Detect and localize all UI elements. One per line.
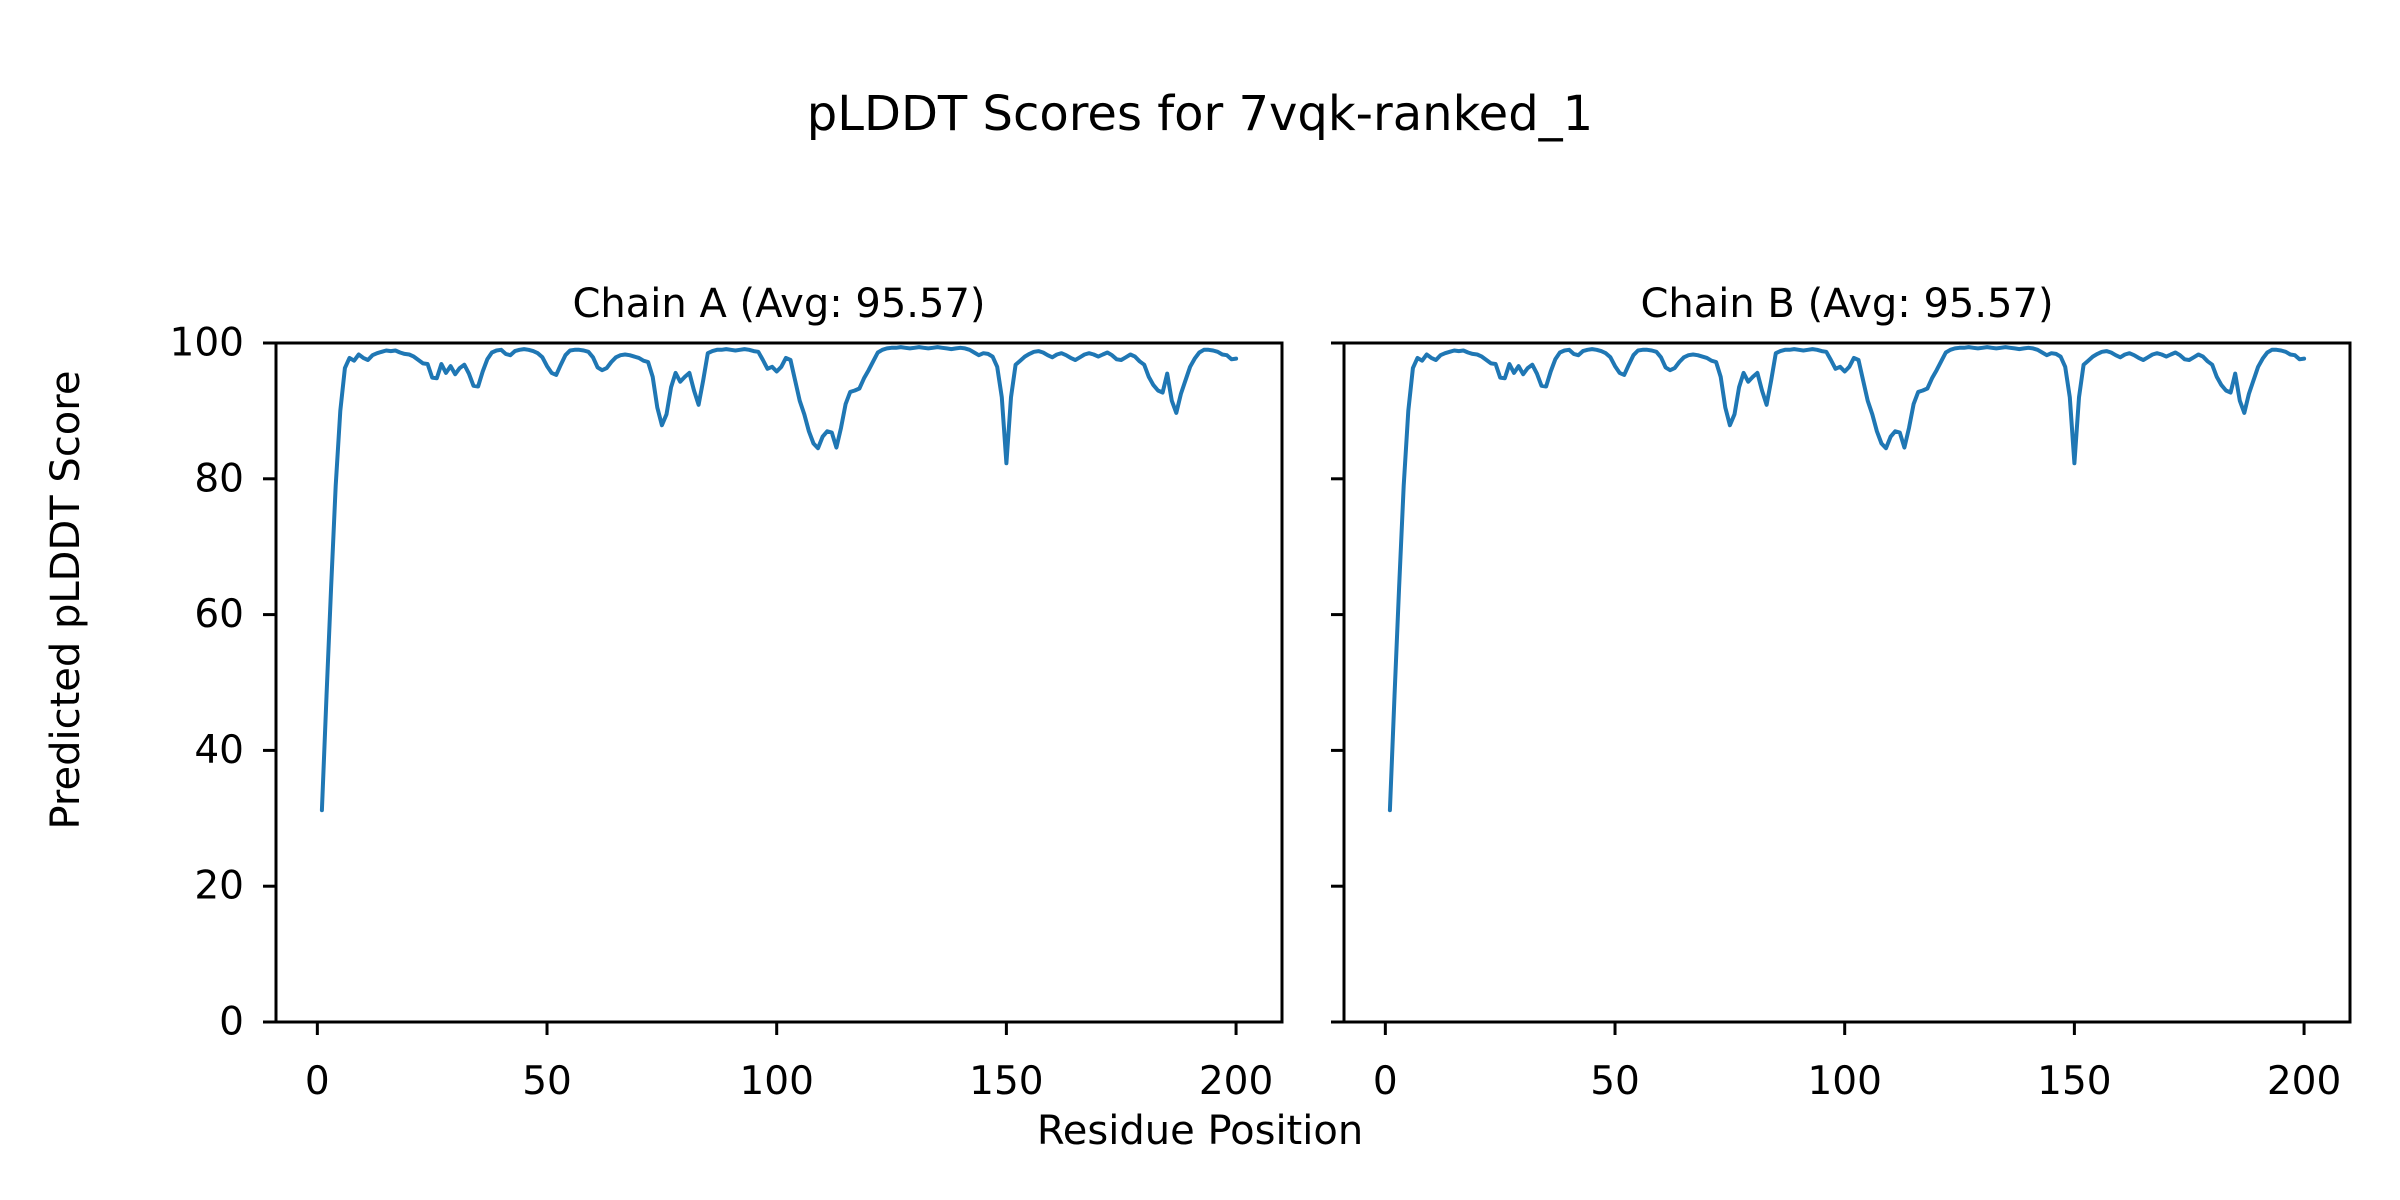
y-tick-label: 0 bbox=[219, 1000, 244, 1045]
subplot-a-title: Chain A (Avg: 95.57) bbox=[572, 281, 986, 327]
y-tick-label: 20 bbox=[194, 864, 244, 909]
subplot-b: 0 50 100 150 200 bbox=[1331, 341, 2352, 1104]
x-tick-label: 50 bbox=[522, 1059, 572, 1104]
x-tick-label: 200 bbox=[1199, 1059, 1273, 1104]
subplot-a: 0 50 100 150 200 0 20 40 60 80 100 bbox=[170, 321, 1284, 1104]
plddt-line-chain-a bbox=[319, 345, 1239, 813]
x-tick-label: 150 bbox=[2037, 1059, 2111, 1104]
x-tick-label: 100 bbox=[739, 1059, 813, 1104]
axes-spines bbox=[274, 341, 1284, 1024]
y-axis-label: Predicted pLDDT Score bbox=[43, 370, 89, 830]
figure-title: pLDDT Scores for 7vqk-ranked_1 bbox=[806, 86, 1594, 142]
y-tick-label: 40 bbox=[194, 728, 244, 773]
plddt-line-chain-b bbox=[1387, 345, 2307, 813]
x-tick-label: 200 bbox=[2267, 1059, 2341, 1104]
axes-spines bbox=[1342, 341, 2352, 1024]
x-tick-label: 150 bbox=[969, 1059, 1043, 1104]
x-tick-label: 0 bbox=[1373, 1059, 1398, 1104]
y-tick-label: 100 bbox=[170, 321, 244, 366]
y-tick-label: 60 bbox=[194, 592, 244, 637]
y-tick-label: 80 bbox=[194, 456, 244, 501]
subplot-b-title: Chain B (Avg: 95.57) bbox=[1640, 281, 2054, 327]
x-tick-label: 0 bbox=[305, 1059, 330, 1104]
x-axis-label: Residue Position bbox=[1036, 1108, 1364, 1154]
x-tick-label: 100 bbox=[1807, 1059, 1881, 1104]
x-tick-label: 50 bbox=[1590, 1059, 1640, 1104]
